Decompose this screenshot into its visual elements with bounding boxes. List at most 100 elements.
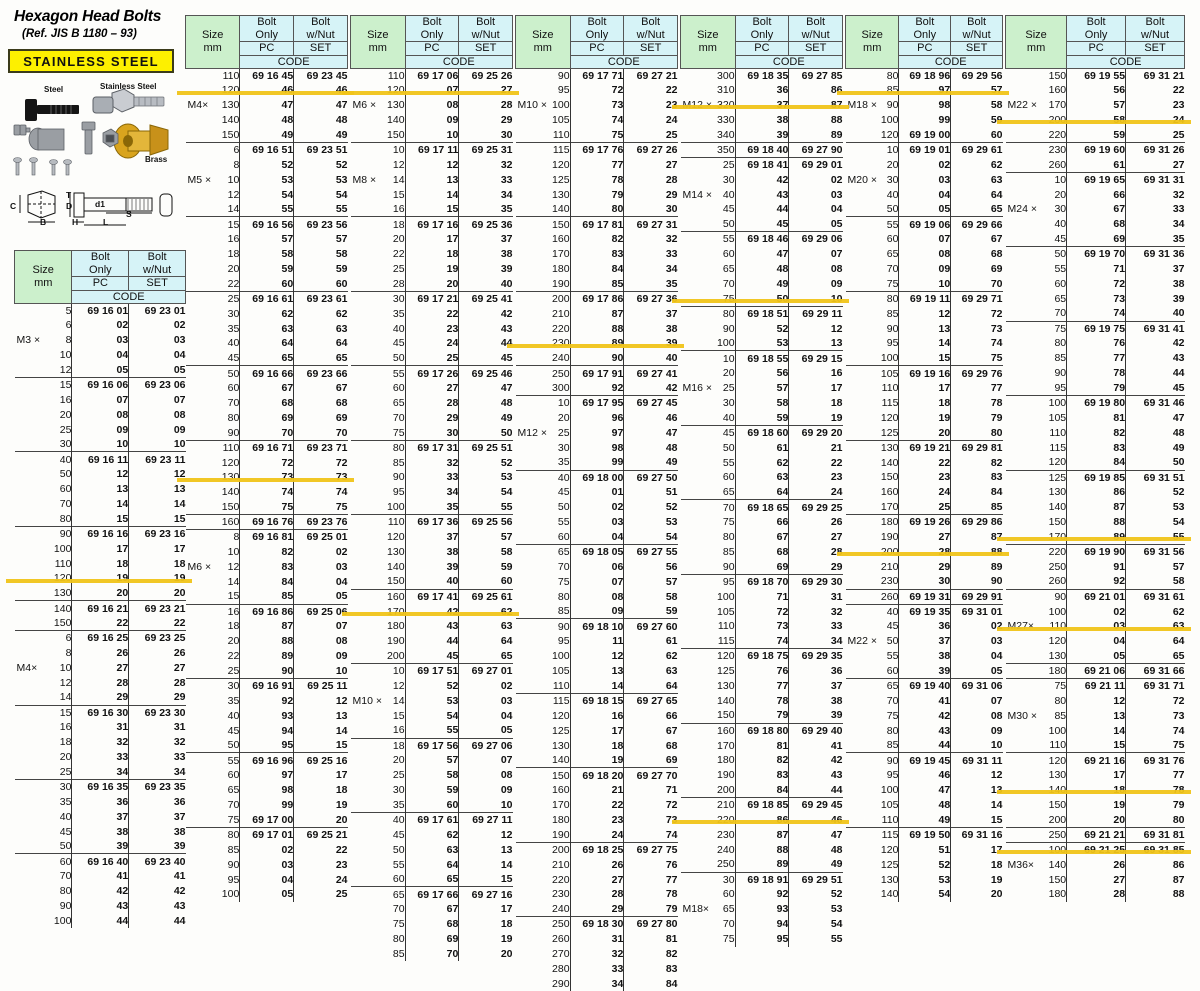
bolt-only-code-cell: 78: [1066, 365, 1127, 381]
bolt-wnut-code-cell: 44: [173, 914, 186, 927]
bolt-only-code-cell: 24: [898, 484, 952, 500]
size-cell: 60: [515, 529, 571, 545]
size-cell: 130: [1005, 648, 1068, 664]
bolt-only-code-cell: 48: [239, 112, 295, 128]
bolt-only-code-cell: 69 19 50: [898, 826, 952, 843]
table-row: 30 62 62: [185, 306, 348, 322]
header-bolt-only-cell: Bolt Only: [404, 15, 460, 42]
length-value: 25: [59, 423, 72, 436]
bolt-only-code-cell: 36: [735, 82, 790, 98]
size-cell: 18: [185, 618, 241, 634]
size-cell: 95: [680, 573, 736, 590]
bolt-wnut-code-cell: 13: [500, 843, 513, 856]
bolt-only-code-cell: 12: [898, 306, 952, 322]
table-row: 75 07 57: [515, 574, 678, 590]
length-value: 110: [1049, 426, 1067, 439]
size-cell: 70: [515, 559, 571, 575]
size-cell: 95: [845, 336, 900, 351]
group-separator-bar: [177, 91, 354, 95]
table-row: 220 69 19 90 69 31 56: [1005, 544, 1185, 560]
header-bolt-only-line1: Bolt: [752, 16, 772, 28]
bolt-wnut-code-cell: 69 29 15: [788, 350, 843, 366]
length-value: 12: [59, 676, 72, 689]
size-cell: 85: [845, 306, 900, 322]
bolt-wnut-code-cell: 69 29 01: [788, 156, 843, 173]
table-row: 45 62 12: [350, 827, 513, 843]
bolt-wnut-code-cell: 49: [500, 411, 513, 424]
bolt-wnut-code-cell: 63: [1126, 619, 1185, 634]
table-row: 115 69 19 50 69 31 16: [845, 826, 1003, 843]
bolt-wnut-code-cell: 75: [1172, 739, 1185, 752]
length-value: 115: [1049, 441, 1067, 454]
dim-label-l: L: [103, 217, 109, 227]
bolt-only-code-cell: 58: [239, 246, 295, 262]
table-row: 55 69 18 46 69 29 06: [680, 231, 843, 247]
table-row: 90 70 70: [185, 425, 348, 441]
bolt-wnut-code-cell: 36: [830, 665, 843, 678]
size-cell: 105: [515, 663, 571, 679]
thread-designation: M6 ×: [352, 99, 377, 112]
bolt-only-code-cell: 69 19 70: [1066, 246, 1127, 262]
bolt-only-code-cell: 13: [1066, 708, 1127, 724]
size-cell: 55: [845, 648, 900, 664]
length-value: 120: [1048, 456, 1067, 469]
bolt-only-code-cell: 83: [570, 246, 625, 262]
bolt-wnut-code-cell: 35: [1172, 232, 1185, 245]
bolt-code-table: Size mm Bolt Only Bolt w/Nut PC SET CODE 150 69 19…: [1004, 15, 1185, 902]
header-bolt-wnut-line2: w/Nut: [471, 28, 500, 41]
table-row: 65 69 18 05 69 27 55: [515, 544, 678, 560]
header-bolt-only-cell: Bolt Only: [71, 250, 130, 277]
table-row: 40 23 43: [350, 321, 513, 337]
table-row: 160 21 71: [515, 782, 678, 798]
header-code-cell: CODE: [569, 54, 679, 69]
bolt-only-code-cell: 33: [405, 470, 460, 485]
bolt-only-code-cell: 66: [735, 514, 790, 530]
table-row: 1902787: [845, 529, 1003, 545]
bolt-wnut-code-cell: 72: [990, 307, 1003, 320]
bolt-only-code-cell: 23: [405, 321, 460, 337]
size-cell: 12: [185, 187, 241, 203]
bolt-wnut-code-cell: 69 29 86: [950, 514, 1003, 530]
table-row: 6 69 16 25 69 23 25: [14, 630, 186, 646]
table-row: 10 69 19 01 69 29 61: [845, 141, 1003, 158]
bolt-only-code-cell: 69 19 60: [1066, 141, 1127, 158]
header-size-label: Size: [1025, 28, 1047, 41]
size-cell: 150: [1005, 797, 1068, 813]
bolt-wnut-code-cell: 59: [951, 113, 1003, 128]
size-cell: 100: [845, 112, 900, 128]
bolt-only-code-cell: 30: [405, 425, 460, 441]
table-row: 1004713: [845, 782, 1003, 798]
bolt-only-code-cell: 93: [735, 901, 790, 917]
bolt-wnut-code-cell: 69 29 06: [788, 231, 843, 247]
length-value: 16: [59, 721, 72, 734]
size-cell: 22: [350, 246, 406, 262]
size-cell: 105: [680, 604, 736, 619]
table-row: 45 38 38: [14, 824, 186, 840]
bolt-only-code-cell: 19: [898, 410, 952, 426]
size-cell: 75: [185, 812, 241, 828]
table-row: 140 19 69: [515, 752, 678, 768]
table-row: 65 69 19 40 69 31 06: [845, 678, 1003, 694]
length-value: 210: [552, 307, 570, 320]
bolt-only-code-cell: 19: [570, 752, 625, 768]
bolt-wnut-code-cell: 69 27 45: [623, 395, 678, 411]
bolt-wnut-code-cell: 15: [173, 512, 186, 525]
bolt-only-code-cell: 99: [898, 112, 952, 128]
size-cell: 120: [185, 455, 241, 471]
bolt-only-code-cell: 35: [405, 499, 460, 515]
bolt-wnut-code-cell: 73: [624, 813, 678, 828]
bolt-only-code-cell: 69 17 21: [405, 290, 460, 307]
table-row: 85 44 10: [845, 738, 1003, 753]
bolt-wnut-code-cell: 69 25 26: [458, 67, 513, 83]
length-value: 180: [717, 754, 735, 767]
bolt-wnut-code-cell: 23: [1172, 99, 1185, 112]
bolt-wnut-code-cell: 19: [990, 873, 1003, 886]
table-row: 75 30 50: [350, 425, 513, 441]
table-header-code-row: CODE: [846, 54, 1003, 69]
bolt-only-code-cell: 69 19 06: [898, 216, 952, 232]
table-row: M12 × 25 97 47: [515, 425, 678, 441]
table-header-row: Size mm Bolt Only Bolt w/Nut: [1004, 15, 1185, 69]
length-value: 190: [387, 635, 405, 648]
bolt-only-code-cell: 69 17 31: [405, 439, 460, 456]
length-value: 10: [392, 144, 405, 157]
